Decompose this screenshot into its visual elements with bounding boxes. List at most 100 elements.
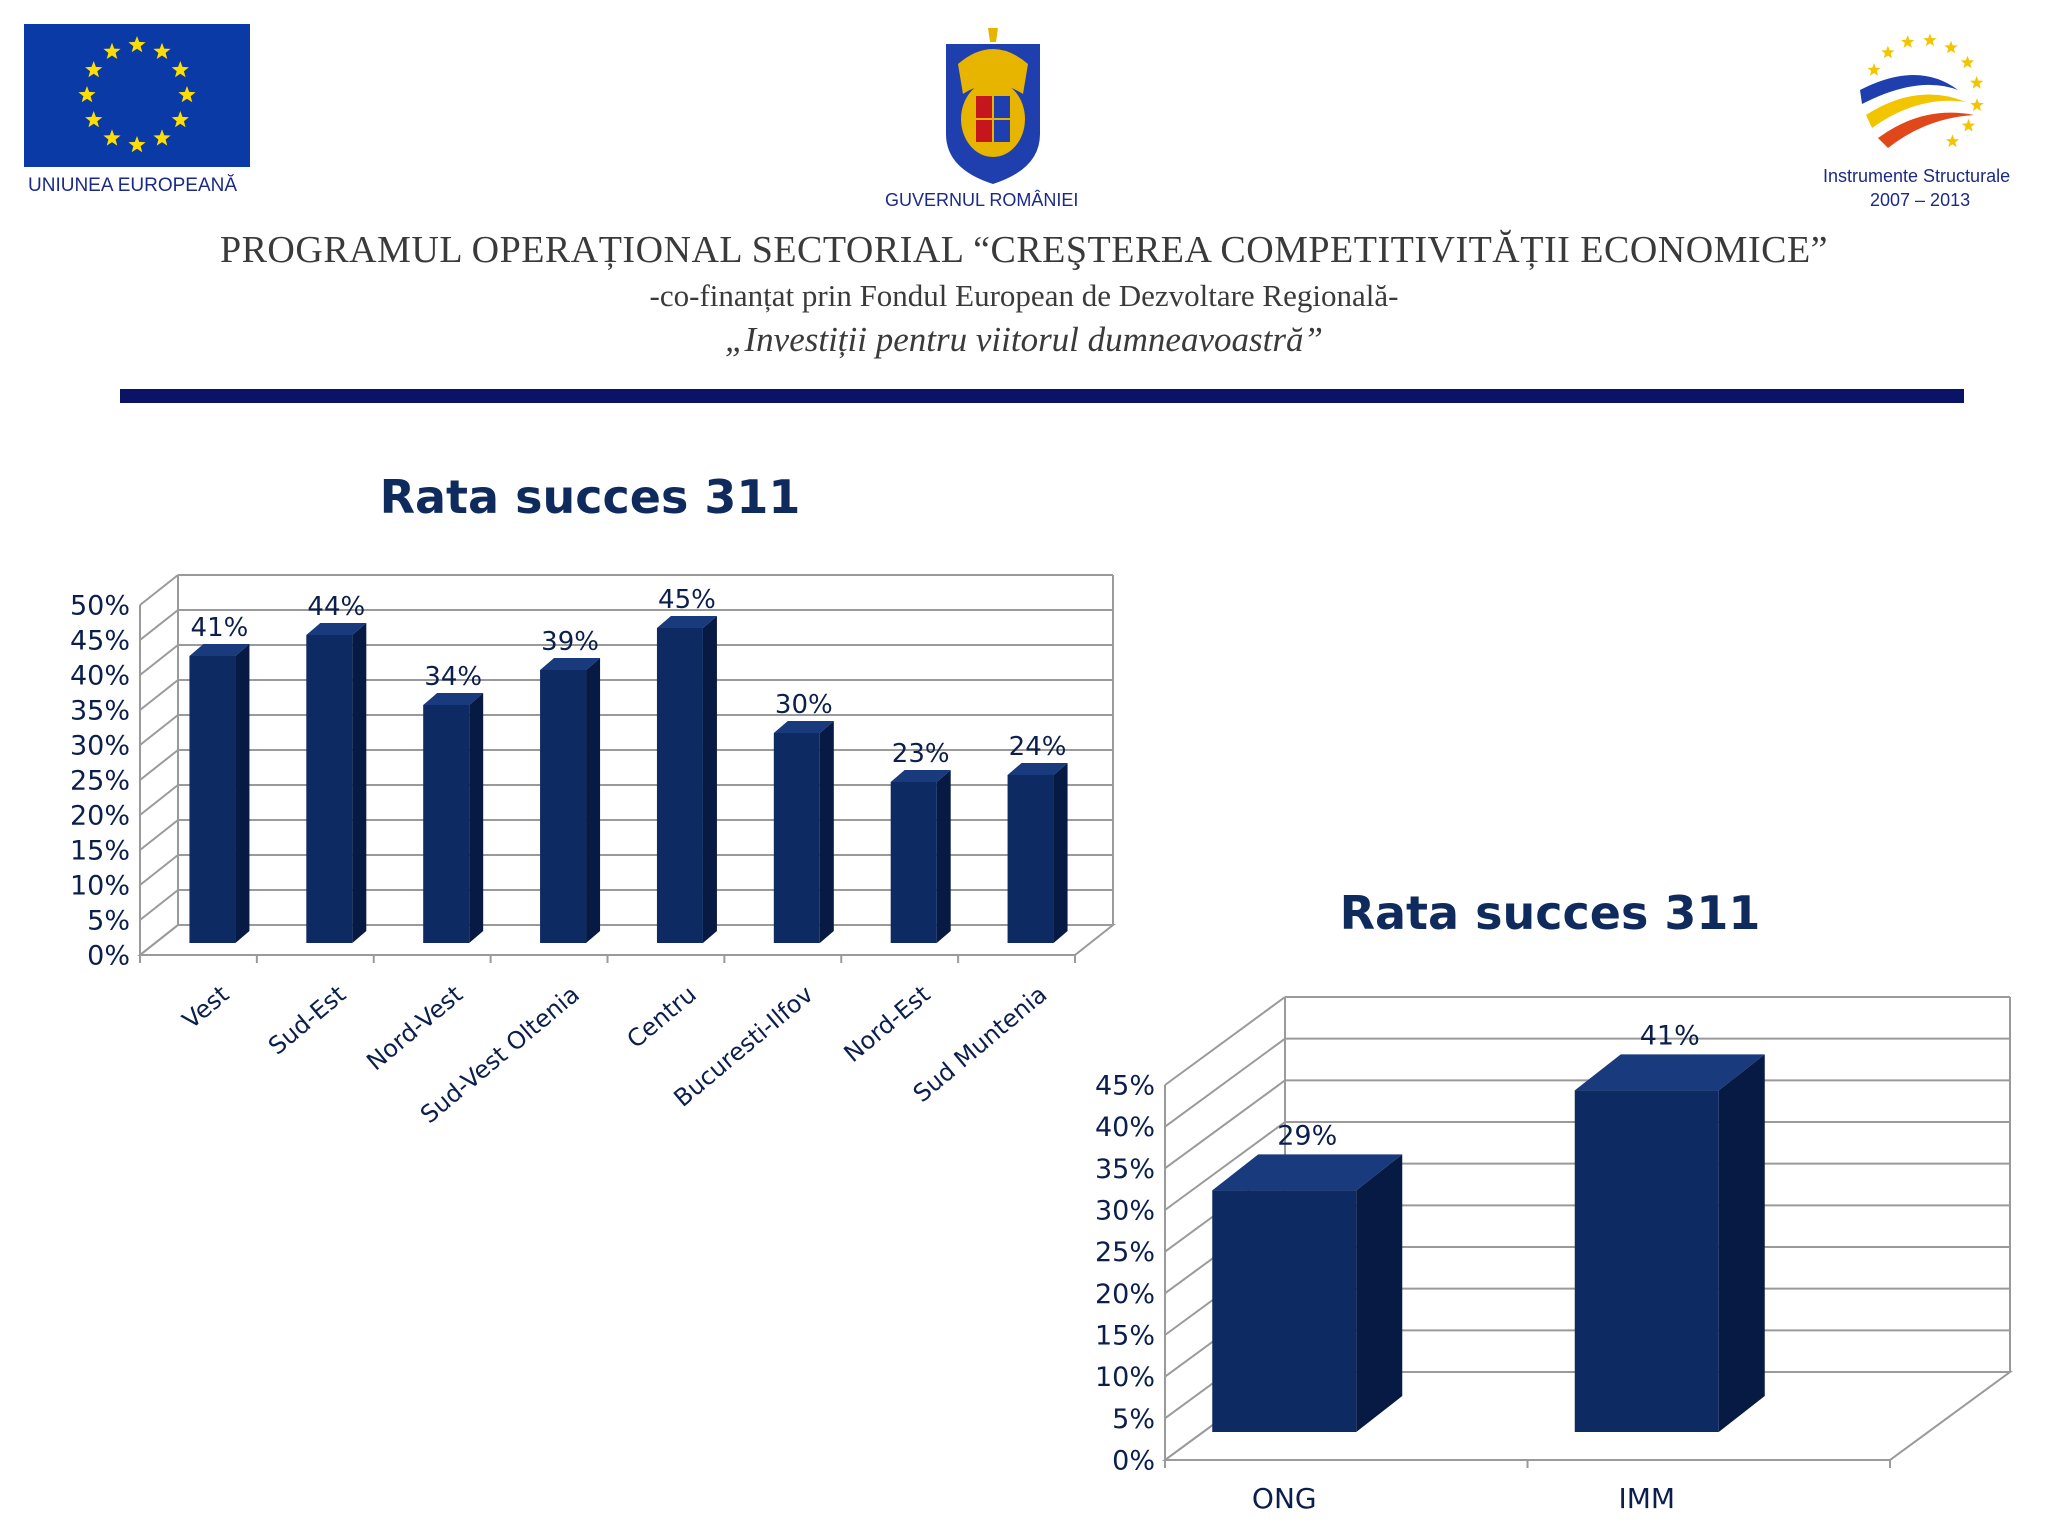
chart1-bar <box>189 656 236 943</box>
chart2-y-tick-label: 35% <box>1095 1154 1155 1185</box>
chart2-category-label: ONG <box>1252 1482 1317 1515</box>
is-star-icon <box>1945 134 1960 148</box>
chart1-y-tick-label: 5% <box>87 905 130 936</box>
chart1-side-gridline <box>139 784 179 816</box>
chart2-data-label: 41% <box>1640 1020 1700 1051</box>
chart1-bar-side <box>469 693 484 943</box>
is-caption-line2: 2007 – 2013 <box>1870 190 1971 210</box>
eu-star-icon <box>85 61 103 78</box>
chart2-bar-side <box>1356 1154 1403 1432</box>
eu-star-icon <box>128 36 146 53</box>
chart1-side-gridline <box>139 644 179 676</box>
is-star-icon <box>1867 63 1881 76</box>
chart1-floor <box>137 924 1116 956</box>
chart1-side-gridline <box>139 889 179 921</box>
chart1-data-label: 24% <box>1009 732 1067 762</box>
chart2-bar-side <box>1718 1054 1765 1432</box>
romania-coat-of-arms-logo <box>938 24 1048 184</box>
chart1-bar-top <box>890 770 951 782</box>
chart1-bar <box>306 635 353 943</box>
chart1-bar-top <box>773 721 834 733</box>
chart1-side-gridline <box>139 574 179 606</box>
is-star-icon <box>1960 55 1975 69</box>
chart2-title: Rata succes 311 <box>1339 886 1761 940</box>
eu-star-icon <box>85 111 103 128</box>
chart1-bar-side <box>352 623 367 943</box>
chart1-bar-side <box>819 721 834 943</box>
eu-flag-logo <box>24 24 250 167</box>
chart1-bar-side <box>702 616 717 943</box>
chart1-y-tick-label: 35% <box>70 695 130 726</box>
structural-instruments-logo <box>1848 20 1998 170</box>
chart1-bar-side <box>1053 763 1068 943</box>
chart1-data-label: 39% <box>541 627 599 657</box>
header-divider-rule <box>120 389 1964 403</box>
chart1-bar-side <box>936 770 951 943</box>
chart1-bar <box>540 670 587 943</box>
chart1-y-tick-label: 15% <box>70 835 130 866</box>
chart2-bar-top <box>1212 1154 1403 1191</box>
chart1-title: Rata succes 311 <box>379 470 801 524</box>
motto-line: „Investiții pentru viitorul dumneavoastr… <box>725 320 1323 359</box>
chart1-side-gridline <box>139 749 179 781</box>
chart1-bar-side <box>586 658 601 943</box>
is-star-icon <box>1961 118 1976 132</box>
chart1-data-label: 45% <box>658 585 716 615</box>
chart1-y-tick-label: 20% <box>70 800 130 831</box>
chart2-side-gridline <box>1164 1121 1286 1211</box>
is-caption-line1: Instrumente Structurale <box>1823 166 2011 186</box>
eu-star-icon <box>128 136 146 153</box>
chart1-y-tick-label: 40% <box>70 660 130 691</box>
chart1-data-label: 44% <box>307 592 365 622</box>
chart2-y-tick-label: 20% <box>1095 1279 1155 1310</box>
is-star-icon <box>1923 33 1937 47</box>
chart1-bar <box>656 628 703 943</box>
eu-star-icon <box>153 42 171 59</box>
chart1-side-gridline <box>139 854 179 886</box>
chart2-bar <box>1212 1190 1357 1432</box>
chart1-bar-top <box>1007 763 1068 775</box>
chart1-side-gridline <box>139 819 179 851</box>
is-star-icon <box>1970 76 1984 89</box>
chart2-y-tick-label: 45% <box>1095 1070 1155 1101</box>
is-star-icon <box>1944 40 1958 54</box>
chart2-side-gridline <box>1164 1037 1286 1128</box>
structural-instruments-icon <box>1860 33 1984 148</box>
chart2-y-tick-label: 15% <box>1095 1320 1155 1351</box>
eu-star-icon <box>178 86 196 103</box>
chart1-y-tick-label: 50% <box>70 590 130 621</box>
eu-star-icon <box>103 129 121 146</box>
eu-star-icon <box>153 129 171 146</box>
chart1-data-label: 30% <box>775 690 833 720</box>
chart1-side-gridline <box>139 609 179 641</box>
chart2-side-gridline <box>1164 996 1286 1086</box>
chart2-side-gridline <box>1164 1079 1286 1170</box>
cofinance-line: -co-finanțat prin Fondul European de Dez… <box>649 278 1399 313</box>
chart1-bar-top <box>423 693 484 705</box>
chart1-bar <box>423 705 470 943</box>
chart1-y-tick-label: 25% <box>70 765 130 796</box>
chart1-bar-top <box>306 623 367 635</box>
eu-star-icon <box>103 42 121 59</box>
chart2-y-tick-label: 10% <box>1095 1362 1155 1393</box>
chart1-bar <box>890 782 937 943</box>
eu-flag-icon <box>24 24 250 167</box>
eu-star-icon <box>171 61 189 78</box>
chart2-bar-top <box>1574 1054 1765 1091</box>
chart2-y-tick-label: 25% <box>1095 1237 1155 1268</box>
chart1-bar-top <box>189 644 250 656</box>
chart1-y-tick-label: 45% <box>70 625 130 656</box>
chart1-data-label: 34% <box>424 662 482 692</box>
chart2-y-tick-label: 30% <box>1095 1195 1155 1226</box>
chart1-side-gridline <box>139 714 179 746</box>
gov-caption: GUVERNUL ROMÂNIEI <box>885 190 1079 210</box>
is-star-icon <box>1881 45 1895 59</box>
is-star-icon <box>1970 98 1984 111</box>
chart2-y-tick-label: 0% <box>1112 1445 1155 1476</box>
chart1-y-tick-label: 10% <box>70 870 130 901</box>
chart2-bar <box>1574 1090 1719 1432</box>
chart1-side-gridline <box>139 679 179 711</box>
eu-star-icon <box>171 111 189 128</box>
